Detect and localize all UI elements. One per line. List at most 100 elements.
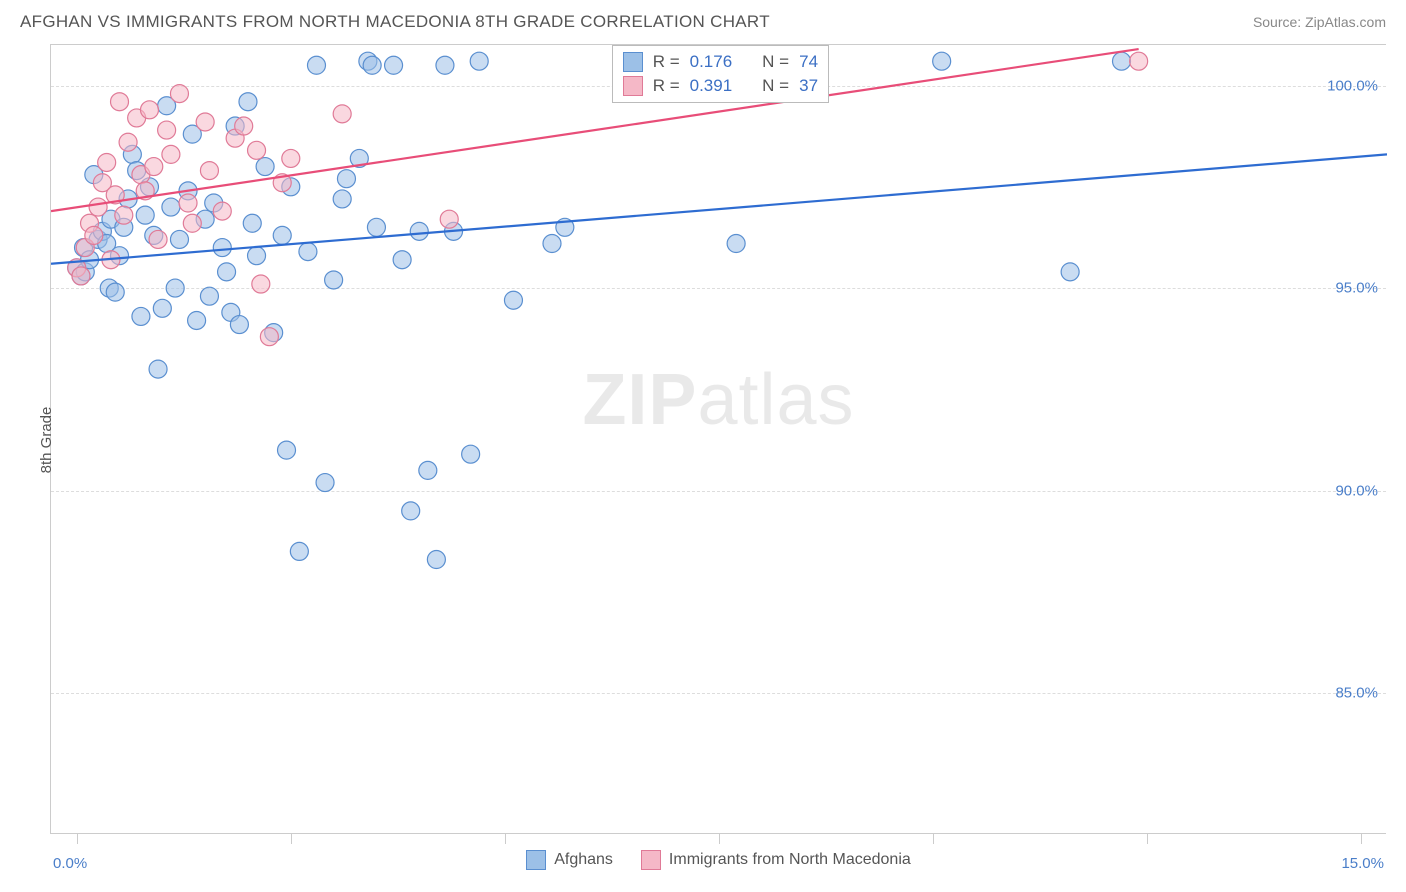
data-point [256,158,274,176]
data-point [367,218,385,236]
x-tick [77,834,78,844]
legend-swatch [526,850,546,870]
x-tick [933,834,934,844]
data-point [119,133,137,151]
data-point [273,226,291,244]
x-tick [505,834,506,844]
data-point [337,170,355,188]
data-point [149,230,167,248]
n-value: 74 [799,52,818,72]
data-point [213,239,231,257]
n-value: 37 [799,76,818,96]
data-point [440,210,458,228]
data-point [200,287,218,305]
r-value: 0.176 [690,52,733,72]
data-point [260,328,278,346]
data-point [436,56,454,74]
data-point [307,56,325,74]
legend-swatch [641,850,661,870]
legend-item: Afghans [526,850,613,870]
data-point [543,235,561,253]
regression-line [51,154,1387,263]
r-label: R = [653,76,680,96]
data-point [248,247,266,265]
data-point [1130,52,1148,70]
x-tick [1147,834,1148,844]
data-point [145,158,163,176]
data-point [239,93,257,111]
data-point [410,222,428,240]
legend-label: Afghans [554,851,613,869]
data-point [158,121,176,139]
data-point [235,117,253,135]
chart-title: AFGHAN VS IMMIGRANTS FROM NORTH MACEDONI… [20,12,770,32]
stats-row: R = 0.176 N = 74 [623,50,818,74]
data-point [504,291,522,309]
data-point [140,101,158,119]
data-point [933,52,951,70]
data-point [363,56,381,74]
data-point [419,461,437,479]
x-tick [719,834,720,844]
data-point [132,307,150,325]
data-point [252,275,270,293]
n-label: N = [762,52,789,72]
stats-row: R = 0.391 N = 37 [623,74,818,98]
data-point [111,93,129,111]
data-point [115,206,133,224]
x-axis [51,833,1386,834]
data-point [183,214,201,232]
x-tick [291,834,292,844]
data-point [188,311,206,329]
data-point [153,299,171,317]
data-point [393,251,411,269]
data-point [462,445,480,463]
data-point [282,149,300,167]
series-swatch [623,76,643,96]
data-point [149,360,167,378]
data-point [243,214,261,232]
data-point [166,279,184,297]
data-point [72,267,90,285]
data-point [106,283,124,301]
data-point [98,153,116,171]
data-point [170,85,188,103]
data-point [162,145,180,163]
data-point [89,198,107,216]
legend: Afghans Immigrants from North Macedonia [51,850,1386,870]
legend-item: Immigrants from North Macedonia [641,850,911,870]
data-point [1113,52,1131,70]
data-point [333,190,351,208]
data-point [213,202,231,220]
data-point [299,243,317,261]
data-point [179,194,197,212]
x-tick [1361,834,1362,844]
data-point [402,502,420,520]
data-point [470,52,488,70]
r-label: R = [653,52,680,72]
data-point [85,226,103,244]
data-point [136,206,154,224]
data-point [278,441,296,459]
data-point [316,474,334,492]
n-label: N = [762,76,789,96]
data-point [427,551,445,569]
data-point [333,105,351,123]
data-point [200,162,218,180]
data-point [162,198,180,216]
data-point [196,113,214,131]
chart-area: 8th Grade 85.0%90.0%95.0%100.0% ZIPatlas… [50,44,1386,834]
data-point [248,141,266,159]
legend-label: Immigrants from North Macedonia [669,851,911,869]
source-label: Source: ZipAtlas.com [1253,14,1386,30]
data-point [385,56,403,74]
stats-box: R = 0.176 N = 74 R = 0.391 N = 37 [612,45,829,103]
scatter-plot [51,45,1387,835]
data-point [230,316,248,334]
data-point [170,230,188,248]
data-point [218,263,236,281]
data-point [1061,263,1079,281]
r-value: 0.391 [690,76,733,96]
data-point [325,271,343,289]
regression-line [51,49,1139,211]
